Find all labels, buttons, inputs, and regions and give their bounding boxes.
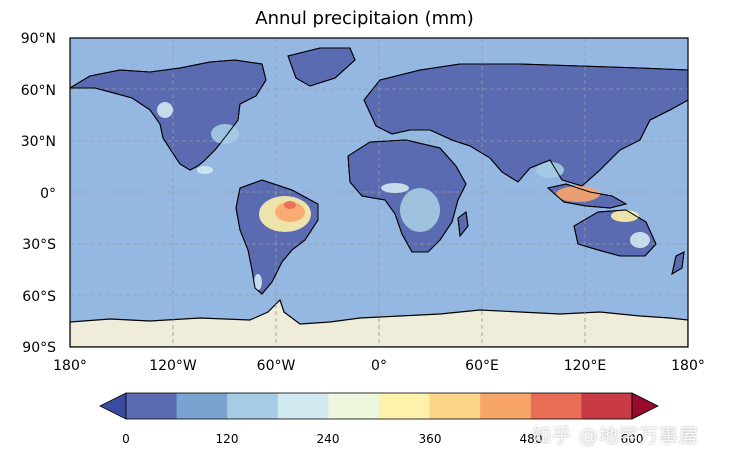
precip-patagonia: [254, 274, 262, 290]
colorbar-segment: [429, 393, 481, 419]
precip-north-australia: [611, 210, 639, 222]
lat-tick-label: 0°: [40, 186, 56, 202]
coastline: [235, 179, 319, 295]
coastlines: [70, 47, 688, 295]
lon-tick-label: 60°W: [257, 358, 296, 374]
colorbar-segment: [379, 393, 431, 419]
colorbar-tick-label: 480: [520, 432, 543, 446]
lat-tick-label: 30°N: [21, 134, 56, 150]
colorbar-tick-label: 120: [216, 432, 239, 446]
lon-tick-label: 180°: [671, 358, 705, 374]
colorbar-tick-label: 240: [317, 432, 340, 446]
lon-tick-label: 180°: [53, 358, 87, 374]
coastline: [347, 139, 467, 253]
lon-tick-label: 120°E: [564, 358, 607, 374]
coastline: [287, 47, 356, 87]
map-panel: [70, 38, 688, 347]
precip-us-east: [211, 124, 239, 144]
precip-amazon-core: [284, 201, 296, 209]
colorbar-tick-label: 0: [122, 432, 130, 446]
colorbar-tick-label: 600: [621, 432, 644, 446]
precip-central-africa: [400, 188, 440, 232]
colorbar-segment: [227, 393, 279, 419]
colorbar-frame: [125, 392, 633, 420]
coastline: [70, 59, 267, 171]
antarctica: [70, 298, 688, 347]
colorbar-segment: [176, 393, 228, 419]
colorbar-segment: [328, 393, 380, 419]
map-title: Annul precipitaion (mm): [255, 8, 474, 29]
latitude-axis: 90°N 60°N 30°N 0° 30°S 60°S 90°S: [21, 31, 56, 356]
lon-tick-label: 0°: [371, 358, 387, 374]
precip-south-asia: [536, 162, 564, 178]
colorbar-segment: [530, 393, 582, 419]
precip-amazon-mid: [275, 202, 305, 222]
coastline: [546, 183, 628, 209]
precip-central-america: [197, 166, 213, 174]
colorbar-segment: [581, 393, 633, 419]
coastline: [573, 209, 657, 257]
colorbar-segment: [126, 393, 178, 419]
colorbar-under-arrow: [99, 392, 127, 420]
coastline: [457, 211, 469, 238]
lat-tick-label: 90°N: [21, 31, 56, 47]
colorbar-tick-label: 360: [419, 432, 442, 446]
lat-tick-label: 60°S: [22, 289, 56, 305]
precip-east-australia: [630, 232, 650, 248]
colorbar-segment: [277, 393, 329, 419]
colorbar-over-arrow: [631, 392, 659, 420]
lon-tick-label: 60°E: [465, 358, 499, 374]
coastline: [671, 251, 685, 276]
lat-tick-label: 30°S: [22, 237, 56, 253]
precip-west-africa: [381, 183, 409, 193]
lat-tick-label: 60°N: [21, 83, 56, 99]
lat-tick-label: 90°S: [22, 340, 56, 356]
lon-tick-label: 120°W: [149, 358, 197, 374]
precip-us-pacific-nw: [157, 102, 173, 118]
longitude-axis: 180° 120°W 60°W 0° 60°E 120°E 180°: [53, 358, 705, 374]
colorbar-segments: [126, 393, 633, 419]
precip-indonesia: [556, 186, 600, 202]
watermark: 知乎 @地学万事屋: [532, 425, 700, 447]
colorbar: 0 120 240 360 480 600: [99, 392, 659, 446]
precipitation-overlay: [157, 102, 650, 290]
colorbar-segment: [480, 393, 532, 419]
colorbar-labels: 0 120 240 360 480 600: [122, 432, 643, 446]
map-frame: [69, 37, 689, 348]
coastline: [363, 63, 688, 187]
